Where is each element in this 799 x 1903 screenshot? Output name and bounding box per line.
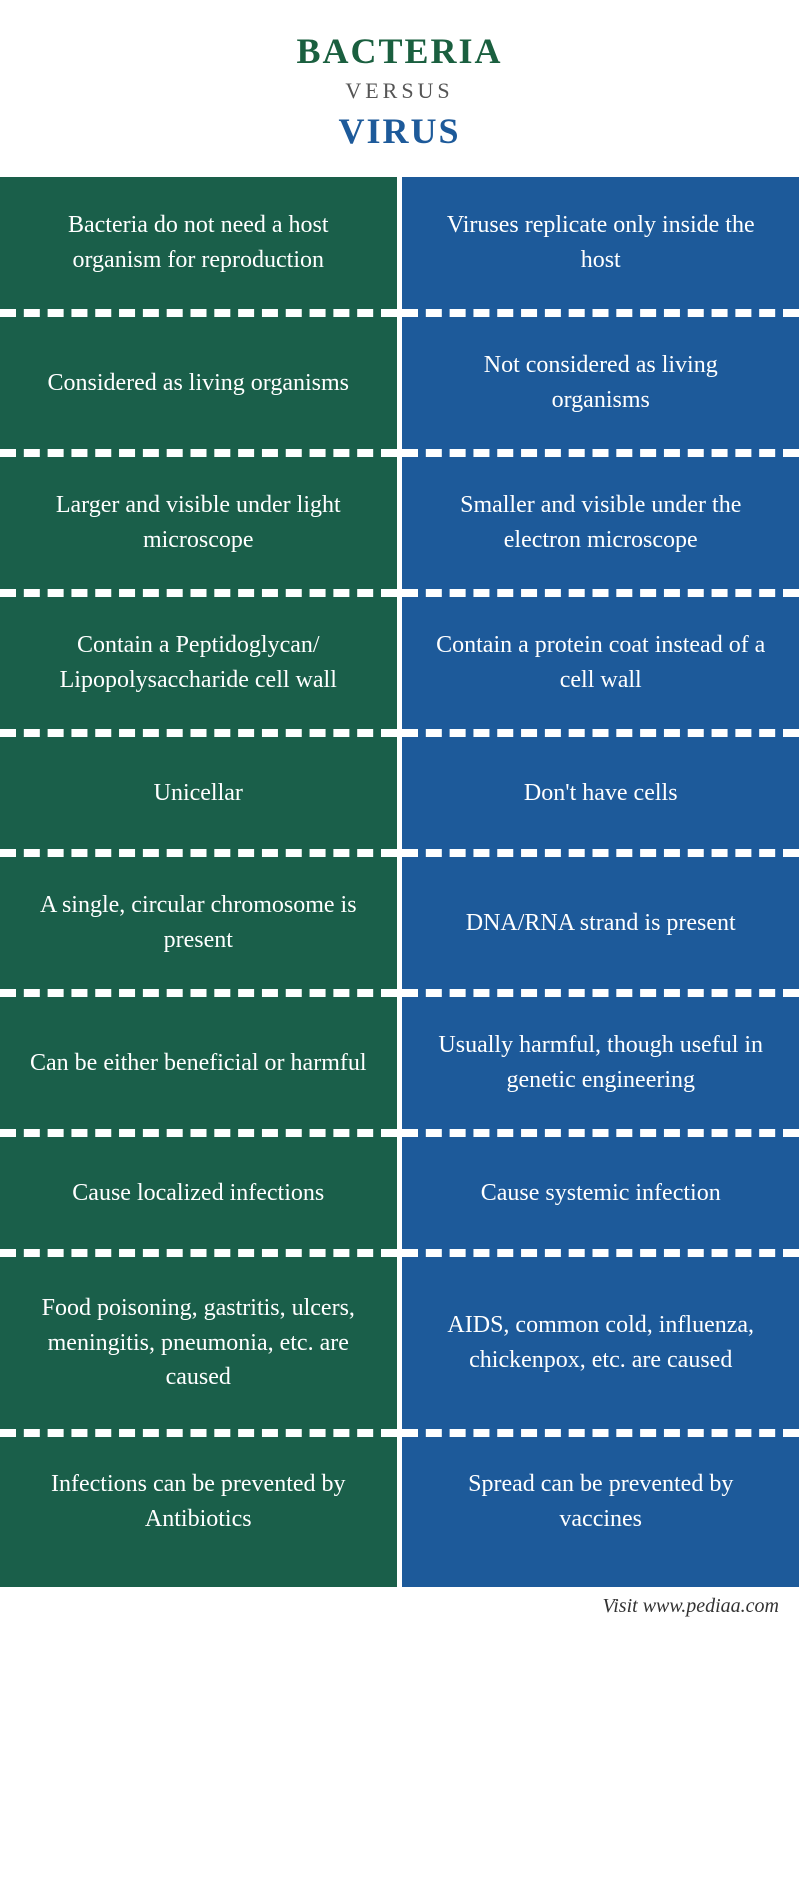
title-virus: VIRUS — [0, 110, 799, 152]
bacteria-cell: Contain a Peptidoglycan/ Lipopolysacchar… — [0, 597, 397, 737]
virus-cell: Spread can be prevented by vaccines — [402, 1437, 799, 1587]
bacteria-cell: Considered as living organisms — [0, 317, 397, 457]
virus-cell: Smaller and visible under the electron m… — [402, 457, 799, 597]
bacteria-cell: Bacteria do not need a host organism for… — [0, 177, 397, 317]
virus-cell: Contain a protein coat instead of a cell… — [402, 597, 799, 737]
virus-column: Viruses replicate only inside the host N… — [402, 177, 799, 1587]
virus-cell: DNA/RNA strand is present — [402, 857, 799, 997]
header: BACTERIA VERSUS VIRUS — [0, 0, 799, 177]
bacteria-cell: Larger and visible under light microscop… — [0, 457, 397, 597]
comparison-columns: Bacteria do not need a host organism for… — [0, 177, 799, 1587]
virus-cell: Don't have cells — [402, 737, 799, 857]
title-versus: VERSUS — [0, 78, 799, 104]
bacteria-cell: Infections can be prevented by Antibioti… — [0, 1437, 397, 1587]
virus-cell: AIDS, common cold, influenza, chickenpox… — [402, 1257, 799, 1437]
bacteria-column: Bacteria do not need a host organism for… — [0, 177, 397, 1587]
bacteria-cell: Can be either beneficial or harmful — [0, 997, 397, 1137]
bacteria-cell: Food poisoning, gastritis, ulcers, menin… — [0, 1257, 397, 1437]
virus-cell: Cause systemic infection — [402, 1137, 799, 1257]
infographic-container: BACTERIA VERSUS VIRUS Bacteria do not ne… — [0, 0, 799, 1638]
bacteria-cell: Unicellar — [0, 737, 397, 857]
bacteria-cell: A single, circular chromosome is present — [0, 857, 397, 997]
footer-credit: Visit www.pediaa.com — [0, 1587, 799, 1638]
virus-cell: Usually harmful, though useful in geneti… — [402, 997, 799, 1137]
virus-cell: Viruses replicate only inside the host — [402, 177, 799, 317]
bacteria-cell: Cause localized infections — [0, 1137, 397, 1257]
title-bacteria: BACTERIA — [0, 30, 799, 72]
virus-cell: Not considered as living organisms — [402, 317, 799, 457]
